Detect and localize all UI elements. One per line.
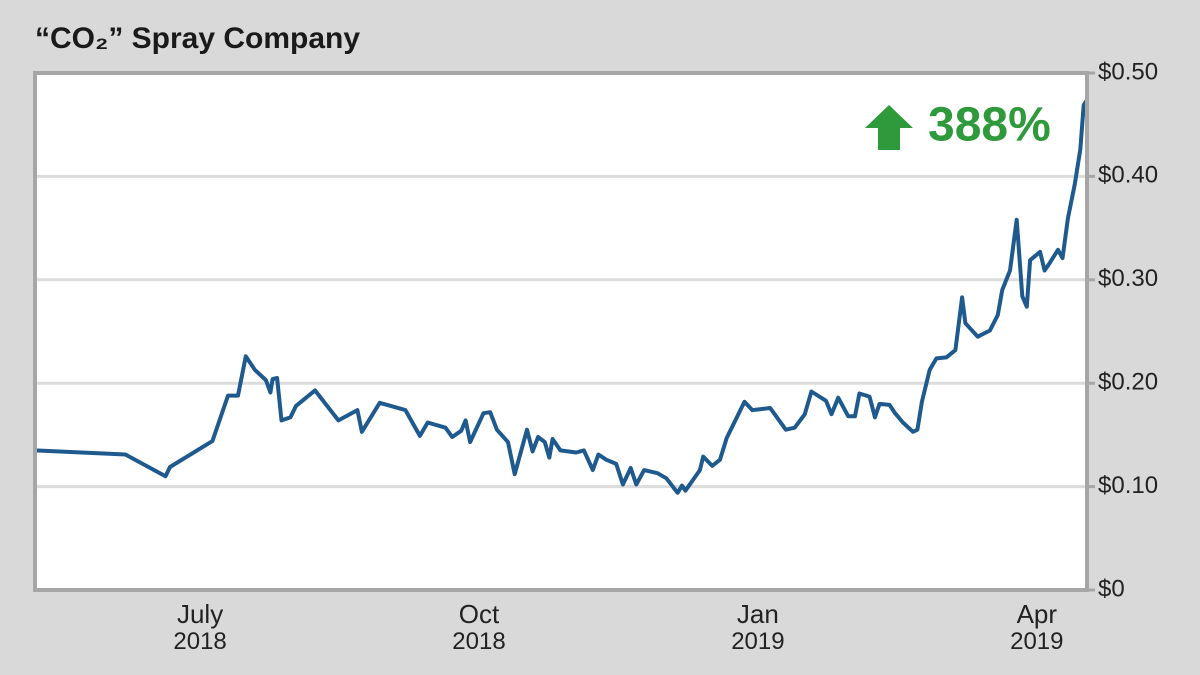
y-tick-label: $0.50: [1098, 58, 1158, 85]
chart-title: “CO₂” Spray Company: [35, 22, 360, 55]
plot-border: [33, 71, 1089, 592]
y-tick-label: $0.30: [1098, 265, 1158, 292]
y-tick-label: $0.20: [1098, 369, 1158, 396]
plot-area: [35, 73, 1087, 590]
price-line: [33, 97, 1089, 495]
x-tick-label: Apr 2019: [1010, 599, 1064, 655]
y-tick-label: $0.10: [1098, 472, 1158, 499]
x-tick-label: July 2018: [173, 599, 227, 655]
y-tick-label: $0.40: [1098, 162, 1158, 189]
x-tick-label: Jan 2019: [731, 599, 785, 655]
up-arrow: [865, 105, 913, 150]
annotation: 388%: [928, 99, 1051, 152]
x-tick-label: Oct 2018: [452, 599, 506, 655]
lines: [33, 97, 1089, 495]
y-tick-label: $0: [1098, 575, 1125, 602]
